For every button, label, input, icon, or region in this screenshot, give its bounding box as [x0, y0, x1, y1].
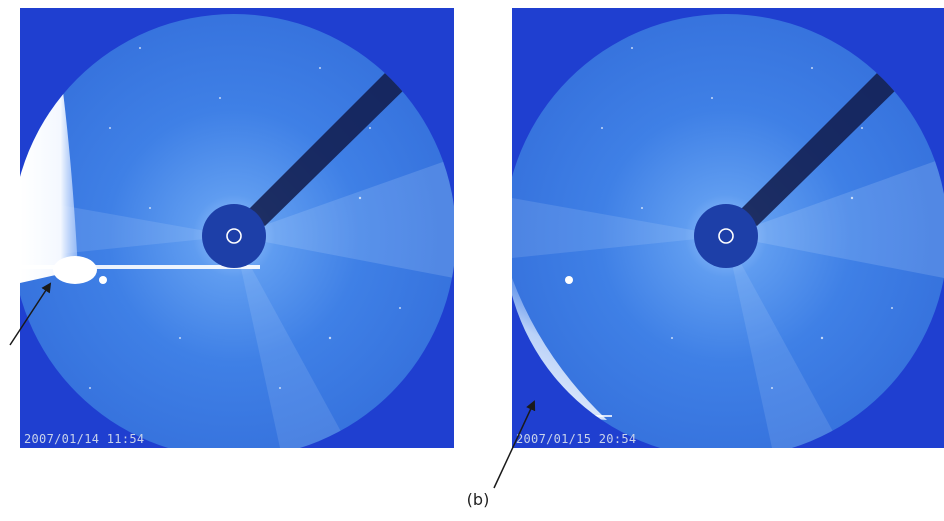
coronagraph-image-left: 2007/01/14 11:54: [20, 8, 454, 448]
occulter-disk: [694, 204, 758, 268]
occulter-disk: [202, 204, 266, 268]
coronagraph-field-right: [512, 8, 944, 448]
comet-head: [53, 256, 97, 284]
figure-caption: (b): [458, 490, 498, 509]
timestamp: 2007/01/14 11:54: [24, 432, 144, 446]
timestamp: 2007/01/15 20:54: [516, 432, 636, 446]
coronagraph-field-left: [20, 8, 454, 448]
coronagraph-image-right: 2007/01/15 20:54: [512, 8, 944, 448]
